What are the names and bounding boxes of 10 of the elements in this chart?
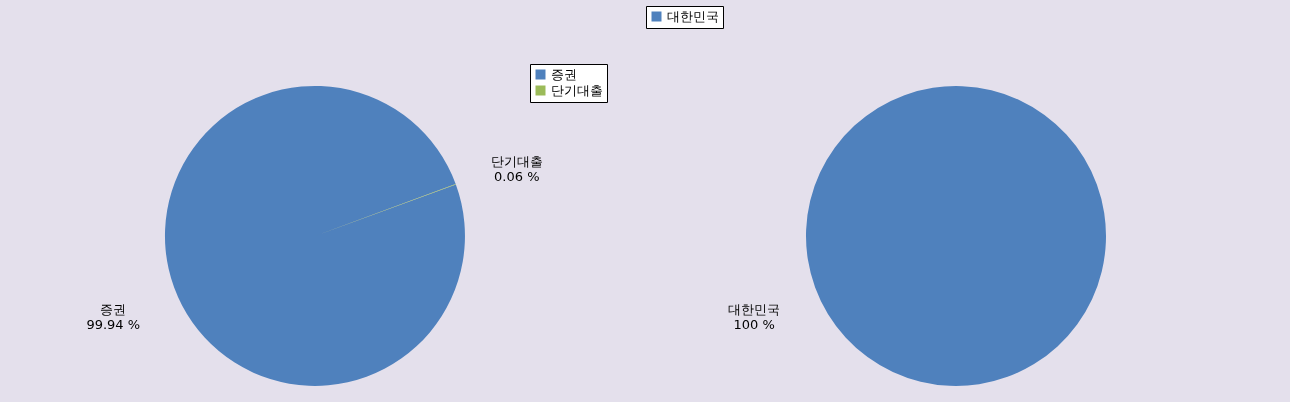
- slice-label: 단기대출: [490, 153, 543, 169]
- legend-label: 대한민국: [667, 8, 719, 24]
- legend-label: 증권: [551, 66, 577, 82]
- data-label: 99.94 %: [86, 317, 141, 333]
- pie-slice: [165, 86, 465, 386]
- slice-label: 대한민국: [728, 301, 781, 317]
- legend-label: 단기대출: [551, 82, 603, 98]
- data-label: 100 %: [733, 316, 775, 332]
- data-label: 0.06 %: [494, 168, 540, 184]
- slice-label: 증권: [100, 302, 127, 318]
